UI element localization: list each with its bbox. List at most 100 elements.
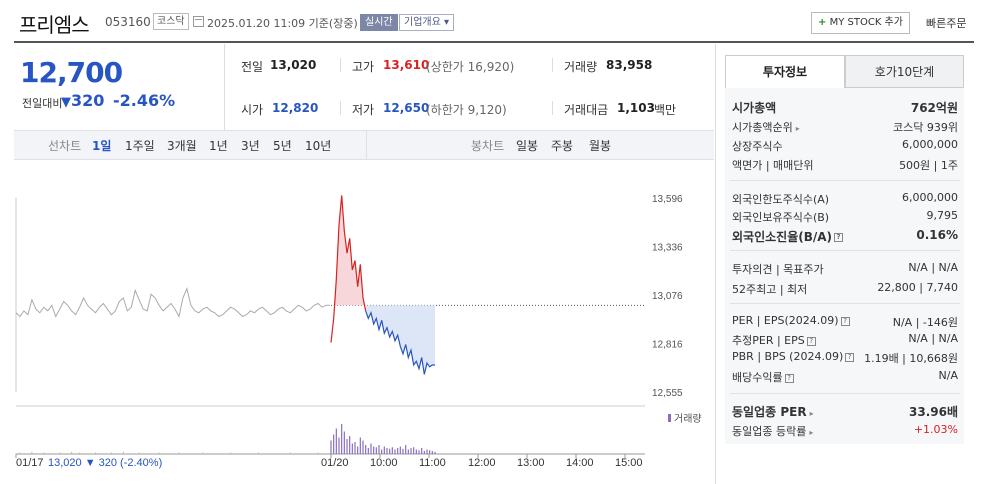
x-tick-label: 01/17: [16, 457, 44, 469]
x-tick-label: 13:00: [517, 457, 545, 469]
stock-code: 053160: [105, 15, 151, 29]
high-value: 13,610: [383, 58, 430, 72]
change-amount: 320: [71, 91, 105, 110]
period-1d[interactable]: 1일: [92, 139, 112, 153]
candle-day[interactable]: 일봉: [516, 139, 539, 153]
candle-month[interactable]: 월봉: [589, 139, 612, 153]
quick-order-link[interactable]: 빠른주문: [926, 17, 967, 30]
x-tick-label: 01/20: [321, 457, 349, 469]
prev-day-summary: 13,020 ▼ 320 (-2.40%): [48, 457, 162, 469]
x-tick-label: 11:00: [419, 457, 446, 469]
volume-value: 83,958: [606, 58, 653, 72]
today-rise-line: [330, 195, 367, 343]
market-cap-rank-text: 시가총액순위: [732, 121, 793, 134]
per-text: PER | EPS(2024.09): [732, 314, 839, 327]
y-tick-label: 13,076: [652, 291, 683, 302]
week52-value: 22,800 | 7,740: [877, 281, 958, 294]
stat-sep: [552, 101, 553, 115]
industry-per-text: 동일업종 PER: [732, 405, 807, 419]
market-cap-value: 762억원: [910, 101, 958, 115]
low-label: 저가: [352, 103, 375, 117]
y-tick-label: 12,816: [652, 339, 683, 350]
foreign-limit-label: 외국인한도주식수(A): [732, 193, 830, 206]
chart-toolbar: [14, 130, 714, 160]
industry-rate-text: 동일업종 등락률: [732, 425, 807, 438]
open-value: 12,820: [272, 101, 319, 115]
open-label: 시가: [241, 103, 264, 117]
pbr-label: PBR | BPS (2024.09)?: [732, 350, 855, 363]
tab-invest-info[interactable]: 투자정보: [725, 55, 845, 88]
help-icon[interactable]: ?: [784, 373, 794, 383]
foreign-rate-text: 외국인소진율(B/A): [732, 230, 833, 244]
x-tick-label: 12:00: [468, 457, 496, 469]
price-divider: [224, 44, 225, 130]
realtime-badge[interactable]: 실시간: [360, 14, 398, 31]
datetime: 2025.01.20 11:09 기준(장중): [207, 17, 358, 30]
est-per-label: 추정PER | EPS?: [732, 332, 816, 348]
amount-label: 거래대금: [564, 103, 609, 117]
stat-sep: [340, 58, 341, 72]
market-cap-label: 시가총액: [732, 101, 777, 115]
x-tick-label: 14:00: [566, 457, 594, 469]
industry-per-value: 33.96배: [909, 405, 958, 419]
mystock-add-button[interactable]: + MY STOCK 추가: [811, 12, 910, 34]
dividend-label: 배당수익률?: [732, 369, 794, 385]
period-3y[interactable]: 3년: [241, 139, 260, 153]
change-value: ▼320: [61, 91, 104, 110]
company-name: 프리엠스: [19, 13, 90, 37]
help-icon[interactable]: ?: [840, 316, 850, 326]
market-badge: 코스닥: [153, 13, 189, 30]
toolbar-divider: [366, 131, 367, 160]
dividend-text: 배당수익률: [732, 371, 783, 384]
pbr-value: 1.19배 | 10,668원: [864, 352, 958, 365]
company-overview-button[interactable]: 기업개요 ▾: [399, 14, 455, 31]
prev-label: 전일: [241, 60, 264, 74]
invest-info-panel: [725, 88, 964, 444]
y-tick-label: 13,336: [652, 242, 683, 253]
foreign-hold-value: 9,795: [926, 209, 959, 222]
industry-rate-label[interactable]: 동일업종 등락률 ▸: [732, 423, 813, 439]
industry-rate-value: +1.03%: [913, 423, 958, 436]
period-1w[interactable]: 1주일: [125, 139, 155, 153]
foreign-rate-label: 외국인소진율(B/A)?: [732, 228, 844, 245]
today-fall-line: [365, 310, 435, 375]
candle-chart-label: 봉차트: [471, 139, 505, 153]
opinion-value: N/A | N/A: [908, 261, 958, 274]
change-label: 전일대비: [22, 97, 63, 110]
shares-label: 상장주식수: [732, 140, 783, 153]
x-tick-label: 10:00: [370, 457, 398, 469]
chevron-right-icon: ▸: [795, 124, 800, 133]
shares-value: 6,000,000: [902, 138, 958, 151]
stat-sep: [552, 58, 553, 72]
low-value: 12,650: [383, 101, 430, 115]
divider: [730, 303, 960, 304]
divider: [730, 180, 960, 181]
dividend-value: N/A: [938, 369, 958, 382]
est-per-text: 추정PER | EPS: [732, 334, 805, 347]
chevron-right-icon: ▸: [809, 428, 814, 437]
pbr-text: PBR | BPS (2024.09): [732, 350, 844, 363]
industry-per-label[interactable]: 동일업종 PER ▸: [732, 403, 814, 420]
period-1y[interactable]: 1년: [209, 139, 228, 153]
help-icon[interactable]: ?: [806, 336, 816, 346]
market-cap-rank-label[interactable]: 시가총액순위 ▸: [732, 119, 800, 135]
price-chart[interactable]: 13,596 13,336 13,076 12,816 12,555 거래량 01/17 01…: [0, 160, 715, 484]
period-5y[interactable]: 5년: [273, 139, 292, 153]
amount-unit: 백만: [654, 103, 677, 117]
help-icon[interactable]: ?: [834, 233, 844, 242]
tab-hoga[interactable]: 호가10단계: [845, 55, 964, 88]
change-percent: -2.46%: [113, 91, 176, 110]
y-tick-label: 12,555: [652, 388, 683, 399]
help-icon[interactable]: ?: [845, 352, 855, 362]
y-tick-label: 13,596: [652, 194, 683, 205]
plus-icon: +: [818, 17, 827, 28]
candle-week[interactable]: 주봉: [551, 139, 574, 153]
par-value: 500원 | 1주: [899, 159, 958, 172]
header-divider: [14, 41, 974, 43]
period-10y[interactable]: 10년: [305, 139, 332, 153]
lower-limit: (하한가 9,120): [426, 103, 507, 117]
period-3m[interactable]: 3개월: [167, 139, 197, 153]
per-label: PER | EPS(2024.09)?: [732, 314, 850, 327]
high-label: 고가: [352, 60, 375, 74]
company-overview-label: 기업개요: [404, 17, 441, 28]
